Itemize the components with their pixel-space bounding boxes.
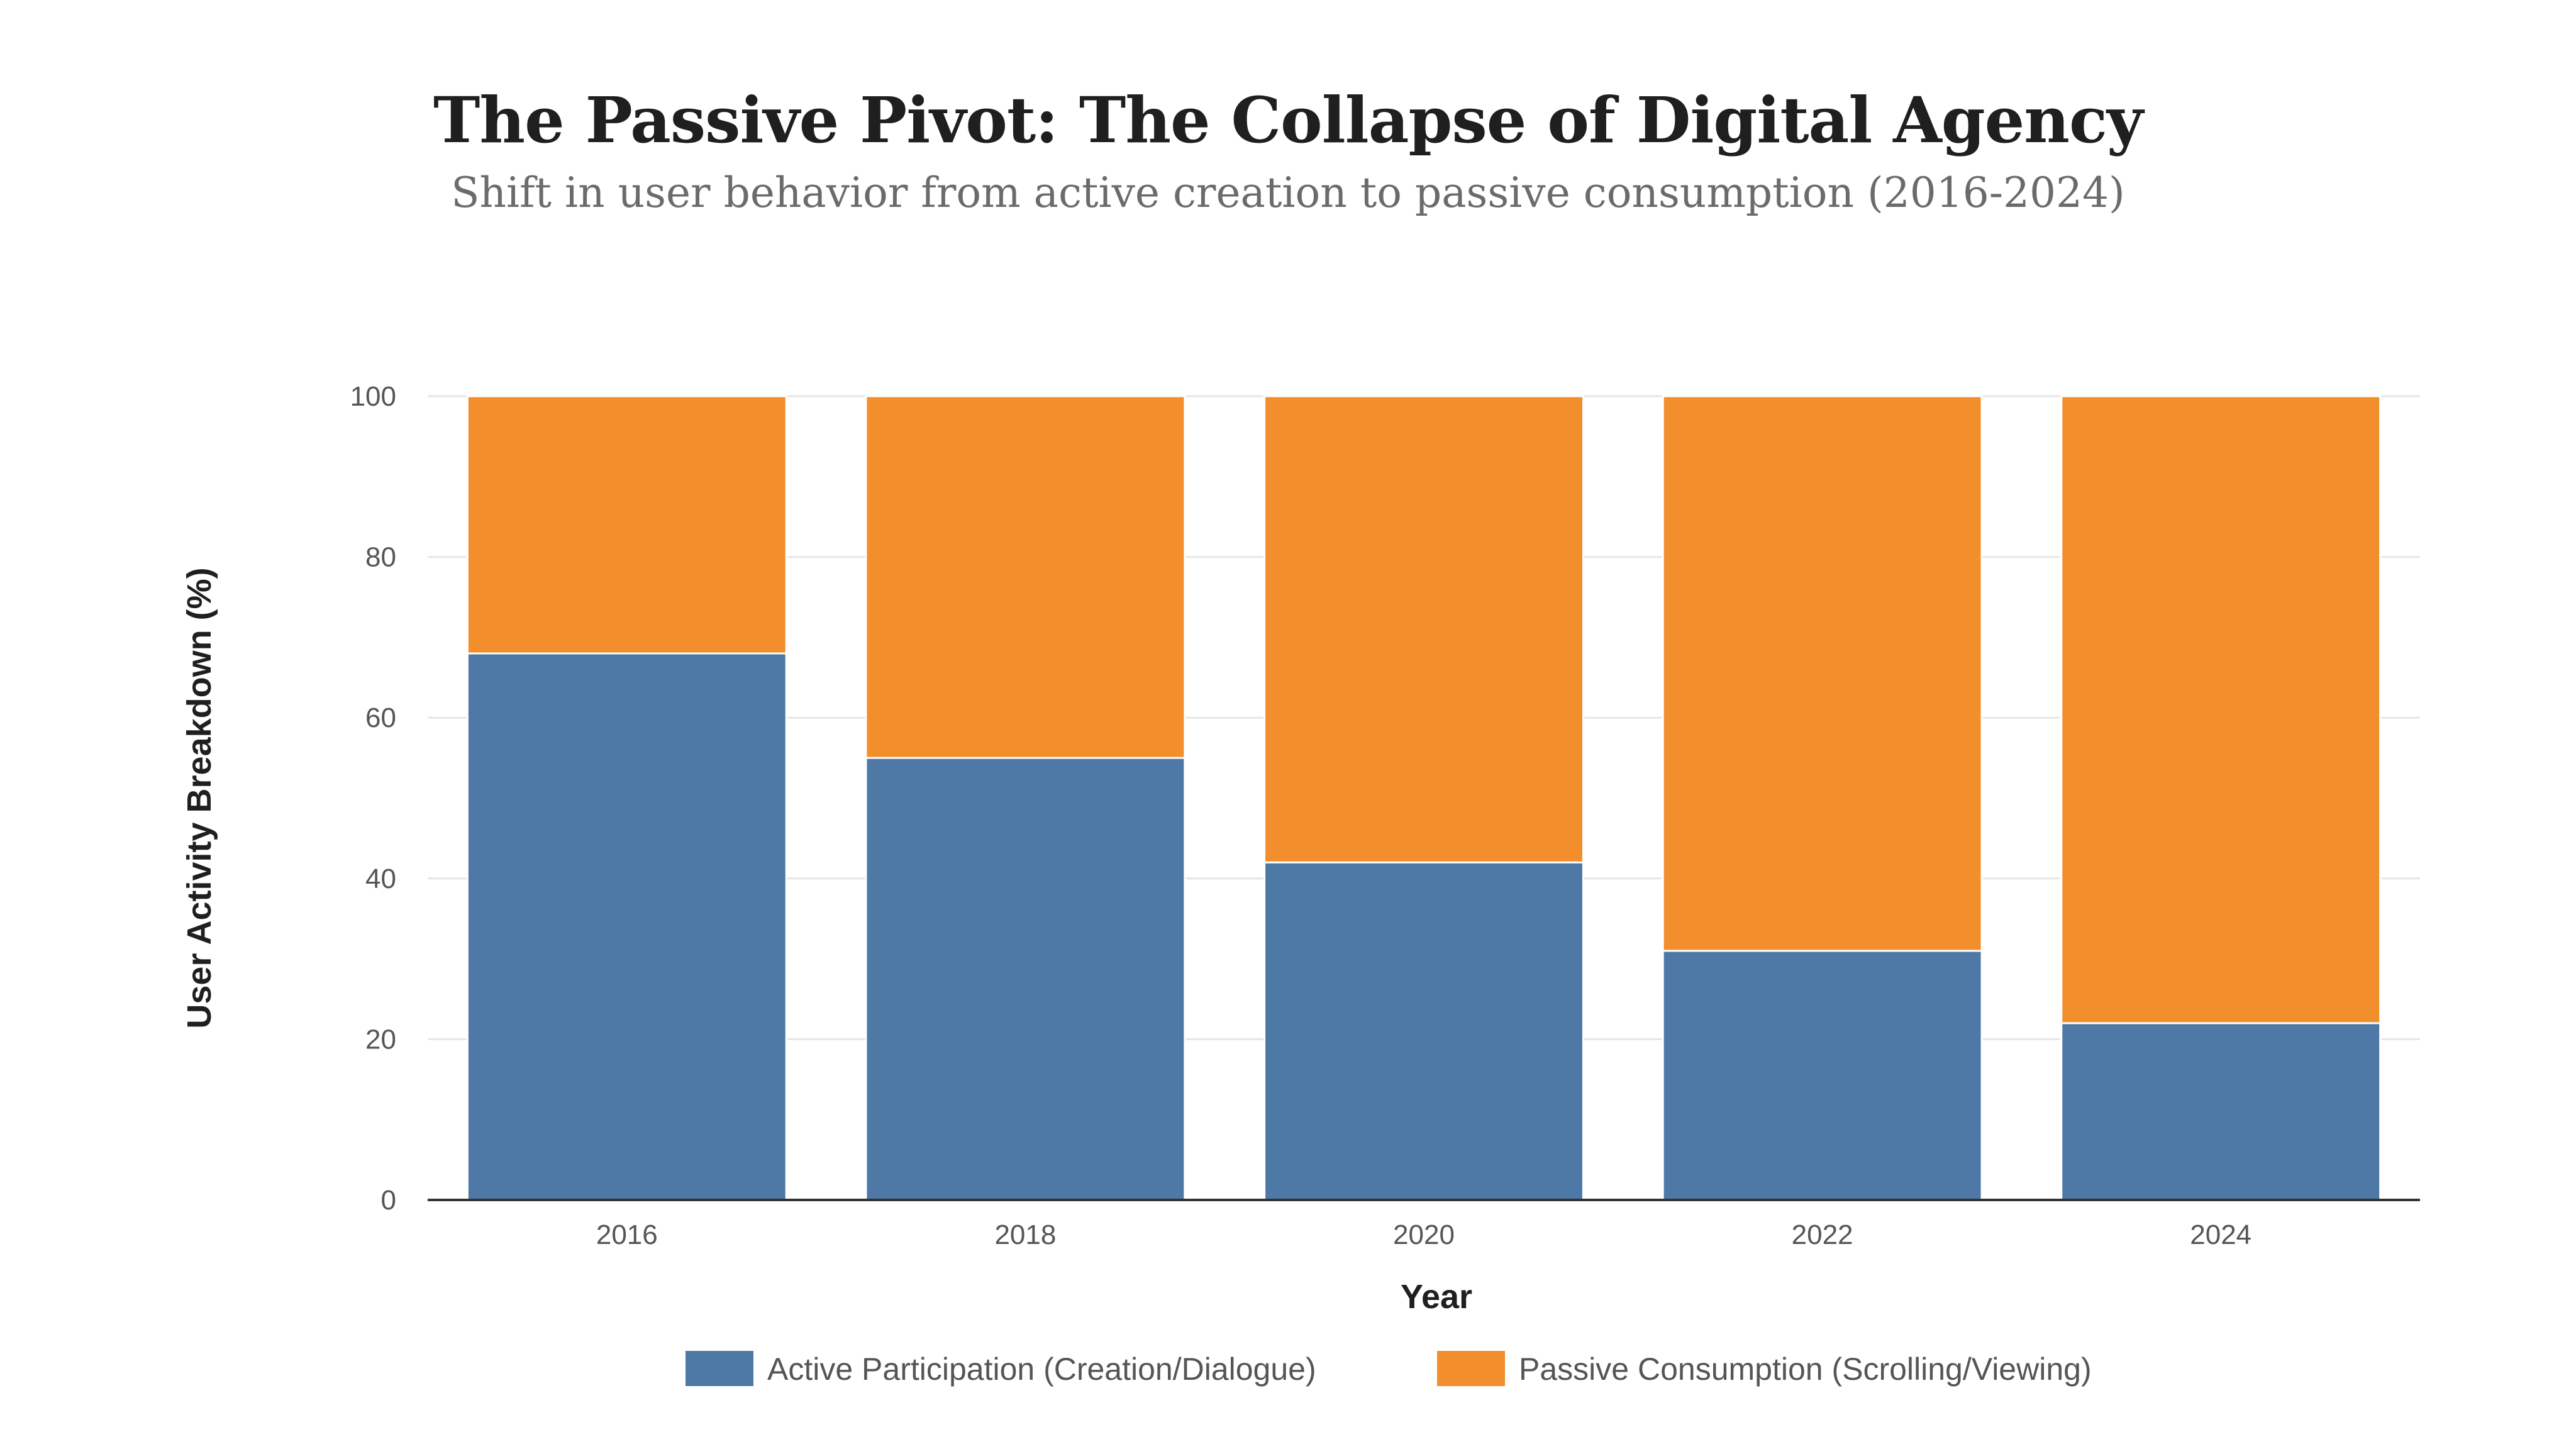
- bar-passive-2024: [2060, 395, 2382, 1024]
- y-tick-label: 20: [365, 1024, 396, 1055]
- x-tick-label: 2022: [1792, 1219, 1853, 1250]
- legend-label-passive: Passive Consumption (Scrolling/Viewing): [1519, 1352, 2092, 1387]
- y-tick-label: 80: [365, 542, 396, 573]
- y-tick-label: 60: [365, 702, 396, 733]
- bar-active-2016: [466, 652, 787, 1201]
- x-tick-label: 2016: [596, 1219, 658, 1250]
- chart-title: The Passive Pivot: The Collapse of Digit…: [433, 83, 2143, 157]
- bar-active-2024: [2060, 1022, 2382, 1201]
- bar-passive-2020: [1263, 395, 1584, 863]
- y-axis-title: User Activity Breakdown (%): [180, 567, 218, 1028]
- chart-subtitle: Shift in user behavior from active creat…: [451, 169, 2125, 217]
- x-tick-label: 2018: [994, 1219, 1056, 1250]
- bar-passive-2018: [865, 395, 1186, 759]
- bar-passive-2016: [466, 395, 787, 655]
- bar-active-2020: [1263, 861, 1584, 1201]
- legend-swatch-active: [686, 1351, 753, 1386]
- y-tick-label: 100: [350, 381, 396, 412]
- bar-passive-2022: [1662, 395, 1983, 952]
- legend-label-active: Active Participation (Creation/Dialogue): [767, 1352, 1316, 1387]
- bar-active-2018: [865, 757, 1186, 1201]
- x-axis-title: Year: [1401, 1278, 1472, 1316]
- y-tick-label: 40: [365, 863, 396, 894]
- bar-active-2022: [1662, 950, 1983, 1201]
- x-tick-label: 2020: [1393, 1219, 1455, 1250]
- y-tick-label: 0: [381, 1185, 396, 1216]
- legend-swatch-passive: [1437, 1351, 1505, 1386]
- x-tick-label: 2024: [2190, 1219, 2251, 1250]
